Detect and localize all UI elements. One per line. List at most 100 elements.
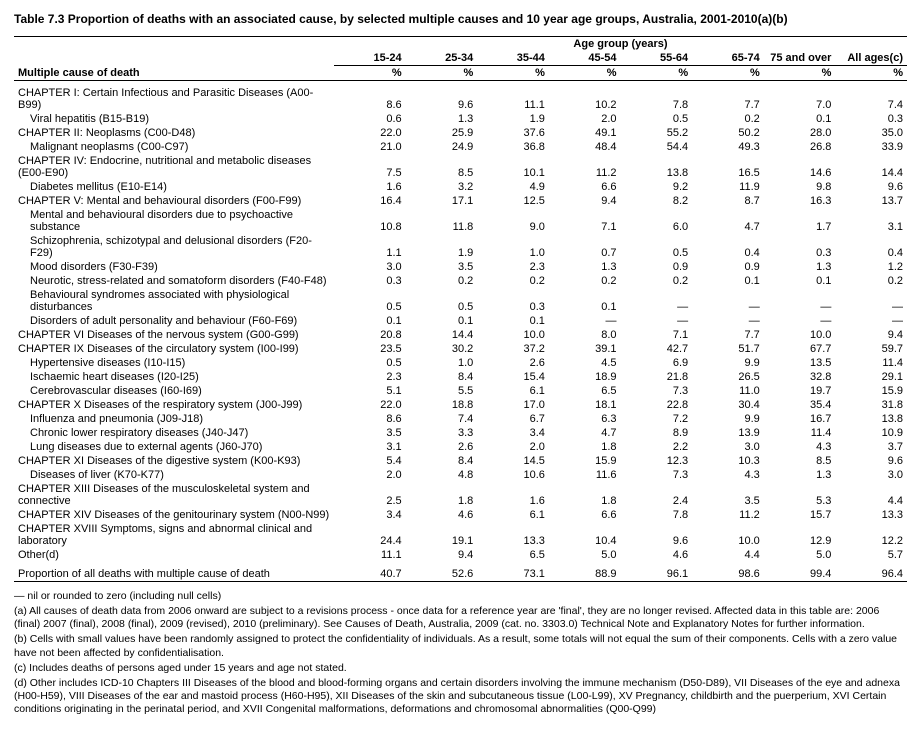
data-cell: 5.0 (549, 548, 621, 562)
row-label: Malignant neoplasms (C00-C97) (14, 140, 334, 154)
data-cell: 11.1 (334, 548, 406, 562)
row-label: CHAPTER IV: Endocrine, nutritional and m… (14, 154, 334, 180)
data-cell: 0.1 (477, 314, 549, 328)
data-cell: 11.4 (835, 356, 907, 370)
row-label: Behavioural syndromes associated with ph… (14, 288, 334, 314)
data-cell: 13.9 (692, 426, 764, 440)
data-cell: 10.2 (549, 81, 621, 113)
data-cell: 54.4 (621, 140, 693, 154)
data-cell: 8.7 (692, 194, 764, 208)
data-cell: 0.1 (764, 112, 836, 126)
row-label: Schizophrenia, schizotypal and delusiona… (14, 234, 334, 260)
row-label: CHAPTER X Diseases of the respiratory sy… (14, 398, 334, 412)
data-cell: 7.1 (549, 208, 621, 234)
data-cell: 7.8 (621, 508, 693, 522)
data-cell: 4.6 (406, 508, 478, 522)
summary-label: Proportion of all deaths with multiple c… (14, 562, 334, 582)
data-table: Age group (years) Multiple cause of deat… (14, 36, 907, 582)
row-label: Other(d) (14, 548, 334, 562)
percent-symbol: % (764, 66, 836, 81)
percent-symbol: % (549, 66, 621, 81)
data-cell: 16.3 (764, 194, 836, 208)
data-cell: 15.9 (549, 454, 621, 468)
data-cell: 3.5 (334, 426, 406, 440)
data-cell: 48.4 (549, 140, 621, 154)
data-cell: 9.0 (477, 208, 549, 234)
data-cell: 8.4 (406, 454, 478, 468)
footnote-line: (c) Includes deaths of persons aged unde… (14, 662, 907, 675)
table-title: Table 7.3 Proportion of deaths with an a… (14, 12, 907, 26)
data-cell: 0.5 (406, 288, 478, 314)
data-cell: 28.0 (764, 126, 836, 140)
summary-cell: 73.1 (477, 562, 549, 582)
data-cell: 14.4 (406, 328, 478, 342)
data-cell: 36.8 (477, 140, 549, 154)
data-cell: 37.2 (477, 342, 549, 356)
data-cell: 19.7 (764, 384, 836, 398)
data-cell: 0.1 (334, 314, 406, 328)
row-label: Mood disorders (F30-F39) (14, 260, 334, 274)
data-cell: 2.6 (477, 356, 549, 370)
data-cell: 0.6 (334, 112, 406, 126)
data-cell: 6.6 (549, 180, 621, 194)
row-label: Mental and behavioural disorders due to … (14, 208, 334, 234)
data-cell: 12.2 (835, 522, 907, 548)
data-cell: 4.7 (549, 426, 621, 440)
row-label: CHAPTER XVIII Symptoms, signs and abnorm… (14, 522, 334, 548)
data-cell: 13.5 (764, 356, 836, 370)
data-cell: 3.5 (406, 260, 478, 274)
row-label: CHAPTER XIII Diseases of the musculoskel… (14, 482, 334, 508)
data-cell: 0.9 (692, 260, 764, 274)
row-label: CHAPTER I: Certain Infectious and Parasi… (14, 81, 334, 113)
data-cell: — (621, 314, 693, 328)
row-label: Viral hepatitis (B15-B19) (14, 112, 334, 126)
data-cell: 1.9 (477, 112, 549, 126)
footnote-line: — nil or rounded to zero (including null… (14, 590, 907, 603)
data-cell: 2.3 (477, 260, 549, 274)
data-cell: 0.5 (621, 112, 693, 126)
data-cell: 0.2 (477, 274, 549, 288)
row-label: Hypertensive diseases (I10-I15) (14, 356, 334, 370)
data-cell: 5.3 (764, 482, 836, 508)
data-cell: 2.4 (621, 482, 693, 508)
row-label: Diseases of liver (K70-K77) (14, 468, 334, 482)
data-cell: 0.3 (477, 288, 549, 314)
data-cell: 7.7 (692, 328, 764, 342)
percent-symbol: % (692, 66, 764, 81)
data-cell: 15.4 (477, 370, 549, 384)
row-label: Lung diseases due to external agents (J6… (14, 440, 334, 454)
table-head: Age group (years) Multiple cause of deat… (14, 37, 907, 81)
data-cell: — (764, 288, 836, 314)
data-cell: 3.5 (692, 482, 764, 508)
data-cell: 31.8 (835, 398, 907, 412)
data-cell: 0.1 (406, 314, 478, 328)
data-cell: 16.7 (764, 412, 836, 426)
row-label: Cerebrovascular diseases (I60-I69) (14, 384, 334, 398)
data-cell: 1.0 (477, 234, 549, 260)
data-cell: 8.6 (334, 81, 406, 113)
data-cell: — (835, 288, 907, 314)
summary-cell: 99.4 (764, 562, 836, 582)
age-group-header: Age group (years) (334, 37, 907, 52)
data-cell: 17.0 (477, 398, 549, 412)
data-cell: 7.4 (406, 412, 478, 426)
data-cell: 5.5 (406, 384, 478, 398)
column-header: 65-74 (692, 51, 764, 66)
data-cell: 2.0 (334, 468, 406, 482)
data-cell: 0.4 (692, 234, 764, 260)
data-cell: 18.9 (549, 370, 621, 384)
row-label: CHAPTER XIV Diseases of the genitourinar… (14, 508, 334, 522)
data-cell: 11.2 (549, 154, 621, 180)
data-cell: 4.7 (692, 208, 764, 234)
data-cell: 7.7 (692, 81, 764, 113)
data-cell: 4.5 (549, 356, 621, 370)
data-cell: 23.5 (334, 342, 406, 356)
row-label: CHAPTER II: Neoplasms (C00-D48) (14, 126, 334, 140)
data-cell: 10.0 (692, 522, 764, 548)
data-cell: 5.7 (835, 548, 907, 562)
data-cell: 13.7 (835, 194, 907, 208)
column-header: 75 and over (764, 51, 836, 66)
row-header-label: Multiple cause of death (14, 51, 334, 81)
data-cell: 1.3 (764, 468, 836, 482)
data-cell: 8.9 (621, 426, 693, 440)
